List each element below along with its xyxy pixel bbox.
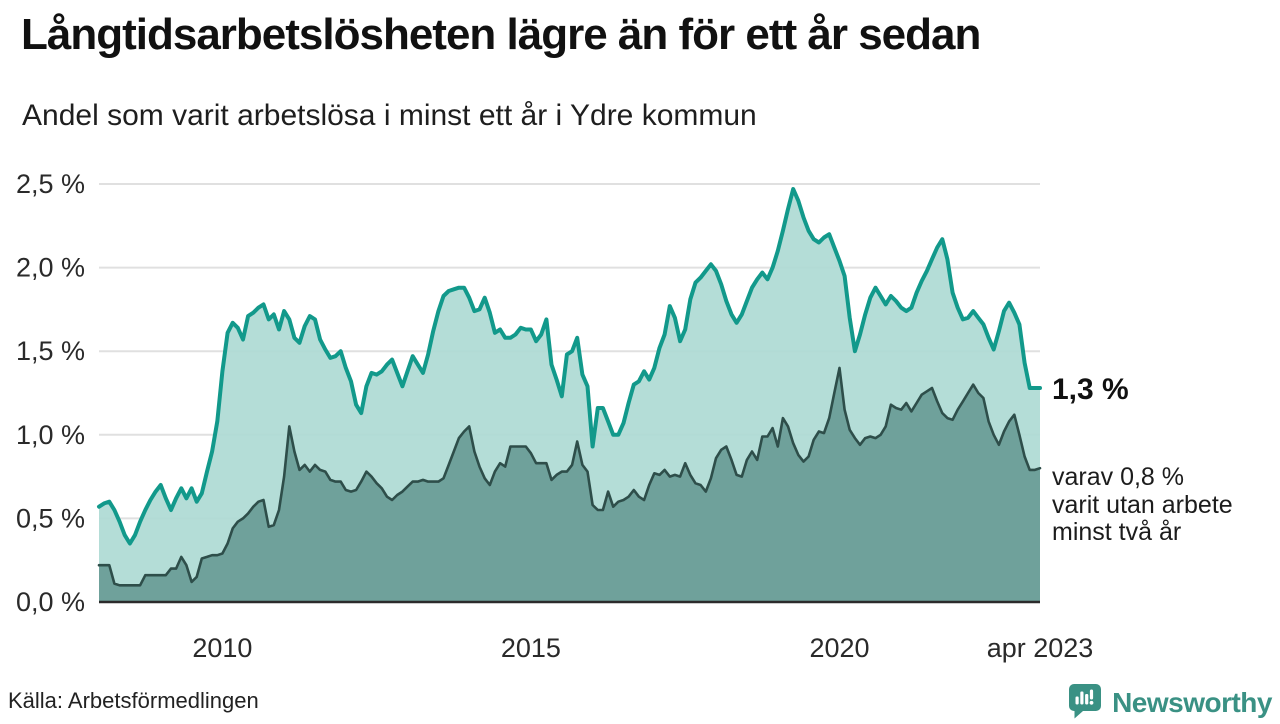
brand-logo-text: Newsworthy [1112,686,1272,718]
source-credit: Källa: Arbetsförmedlingen [8,688,259,713]
y-tick-label: 0,5 % [16,503,85,533]
note-line-2: varit utan arbete [1052,490,1233,519]
y-tick-label: 0,0 % [16,587,85,617]
series-end-value-label: 1,3 % [1052,373,1129,406]
chart-subtitle: Andel som varit arbetslösa i minst ett å… [22,99,757,132]
brand-logo: Newsworthy [1066,681,1272,724]
y-tick-label: 1,0 % [16,420,85,450]
y-tick-label: 1,5 % [16,336,85,366]
secondary-series-note: varav 0,8 % varit utan arbete minst två … [1052,463,1233,547]
x-tick-label: 2015 [501,633,561,663]
newsworthy-logo-icon [1066,681,1104,724]
note-line-3: minst två år [1052,518,1182,546]
x-tick-label: 2020 [809,633,869,663]
x-tick-label: 2010 [192,633,252,663]
line-unemployed-1year [97,187,1042,546]
area-unemployed-2year [99,367,1040,602]
page-title: Långtidsarbetslösheten lägre än för ett … [21,10,981,59]
y-tick-label: 2,0 % [16,253,85,283]
line-unemployed-2year [97,366,1042,587]
x-tick-label: apr 2023 [987,633,1094,663]
note-line-1: varav 0,8 % [1052,463,1185,491]
y-tick-label: 2,5 % [16,169,85,199]
